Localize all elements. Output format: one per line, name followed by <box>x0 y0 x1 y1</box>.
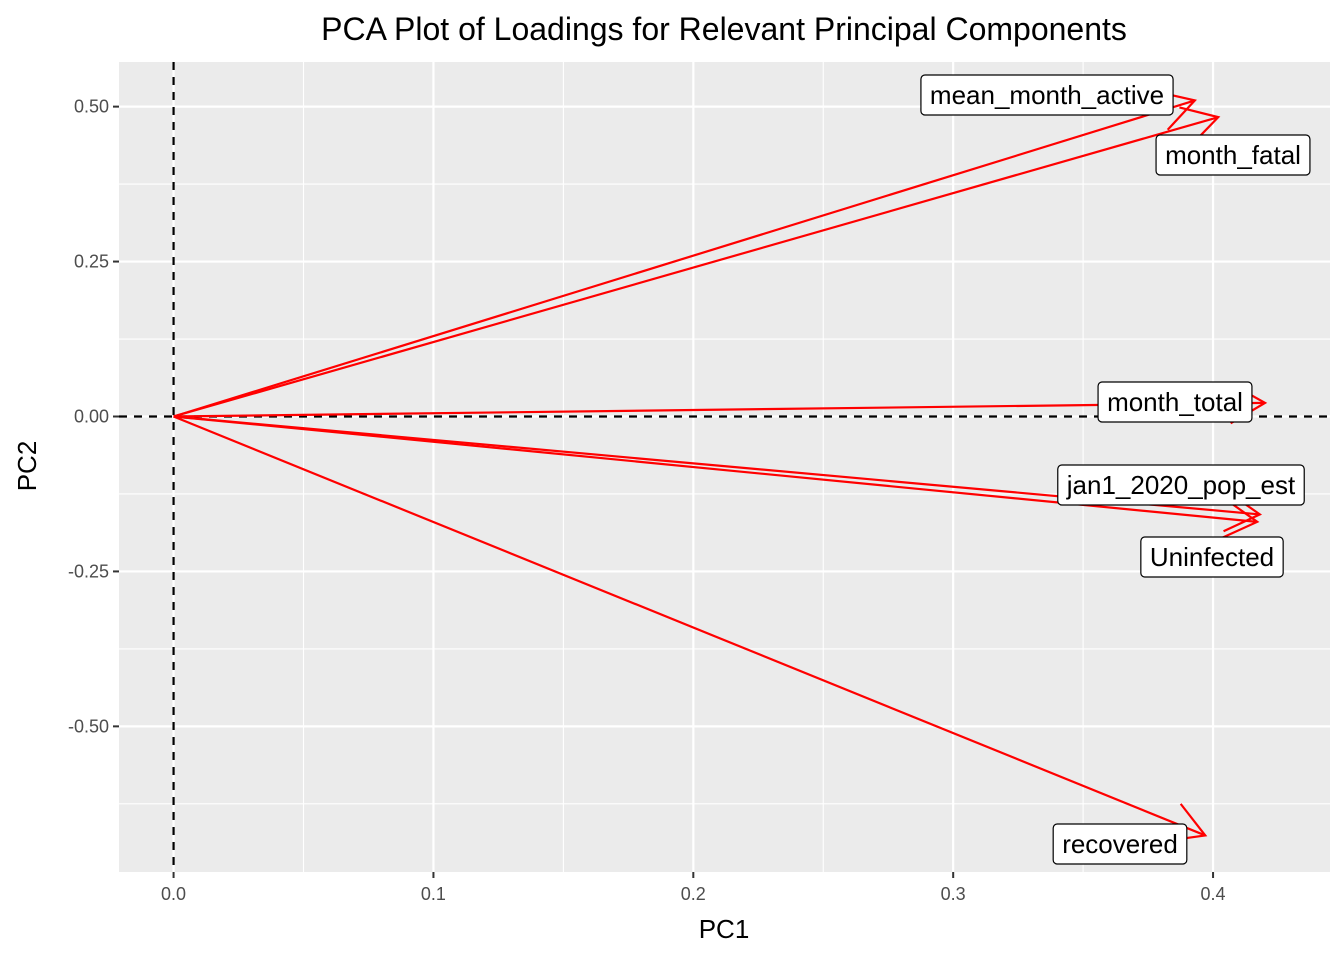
vector-shaft <box>173 415 1206 837</box>
vector-label: Uninfected <box>1140 536 1284 578</box>
vector-shaft <box>173 401 1266 418</box>
label-text: month_fatal <box>1165 140 1301 170</box>
y-axis-title: PC2 <box>12 441 42 492</box>
vector-arrowhead <box>1220 497 1260 540</box>
label-box <box>1052 823 1188 865</box>
label-box <box>1057 464 1305 506</box>
x-tick-label: 0.4 <box>1201 884 1226 904</box>
x-tick-label: 0.0 <box>161 884 186 904</box>
vector-label: mean_month_active <box>920 74 1174 116</box>
vector-label: jan1_2020_pop_est <box>1057 464 1305 506</box>
y-tick-label: 0.50 <box>74 97 109 117</box>
x-axis-title: PC1 <box>699 914 750 944</box>
label-box <box>920 74 1174 116</box>
vector-label: month_fatal <box>1155 134 1311 176</box>
x-tick-label: 0.2 <box>681 884 706 904</box>
x-tick-label: 0.1 <box>421 884 446 904</box>
y-tick-label: 0.25 <box>74 252 109 272</box>
axes: 0.0 0.1 0.2 0.3 0.4 0.50 0.25 0.00 -0.25 -0.50 <box>68 97 1226 904</box>
vector-label: month_total <box>1097 381 1253 423</box>
label-box <box>1097 381 1253 423</box>
loading-vectors <box>173 90 1268 843</box>
label-text: recovered <box>1062 829 1178 859</box>
y-tick-label: -0.25 <box>68 561 109 581</box>
label-box <box>1155 134 1311 176</box>
label-text: mean_month_active <box>930 80 1164 110</box>
label-text: month_total <box>1107 387 1243 417</box>
y-tick-label: 0.00 <box>74 406 109 426</box>
vector-shaft <box>173 116 1219 418</box>
label-text: jan1_2020_pop_est <box>1066 470 1296 500</box>
vector-shaft <box>173 99 1196 418</box>
label-box <box>1140 536 1284 578</box>
chart-title: PCA Plot of Loadings for Relevant Princi… <box>321 11 1127 47</box>
label-text: Uninfected <box>1150 542 1274 572</box>
y-tick-label: -0.50 <box>68 716 109 736</box>
vector-label: recovered <box>1052 823 1188 865</box>
x-tick-label: 0.3 <box>941 884 966 904</box>
